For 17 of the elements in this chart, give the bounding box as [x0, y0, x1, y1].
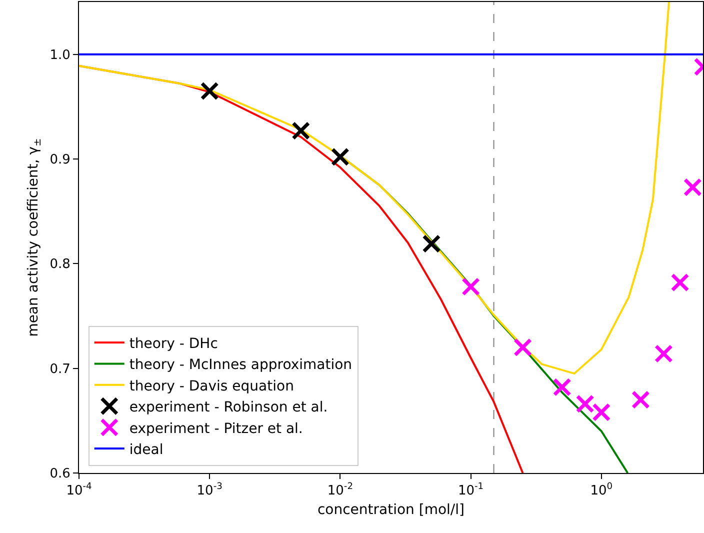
- x-axis-title: concentration [mol/l]: [317, 502, 465, 518]
- y-tick-label: 0.9: [50, 152, 70, 168]
- legend-label: theory - McInnes approximation: [129, 357, 352, 374]
- x-tick-label: 10$^{-2}$: [327, 482, 354, 499]
- legend-label: experiment - Robinson et al.: [129, 400, 328, 416]
- y-tick-label: 0.8: [50, 257, 70, 272]
- x-tick-label: 10$^{-4}$: [66, 482, 92, 499]
- legend-label: ideal: [129, 442, 164, 458]
- x-tick-label: 10$^{-3}$: [196, 482, 223, 499]
- x-tick-label: 10$^{0}$: [590, 482, 613, 499]
- x-tick-label: 10$^{-1}$: [458, 482, 484, 499]
- y-tick-label: 1.0: [50, 48, 70, 63]
- legend-label: theory - DHc: [129, 336, 218, 352]
- y-tick-label: 0.7: [50, 362, 70, 377]
- y-tick-label: 0.6: [50, 466, 70, 482]
- legend-label: theory - Davis equation: [129, 378, 294, 394]
- legend-label: experiment - Pitzer et al.: [129, 420, 303, 437]
